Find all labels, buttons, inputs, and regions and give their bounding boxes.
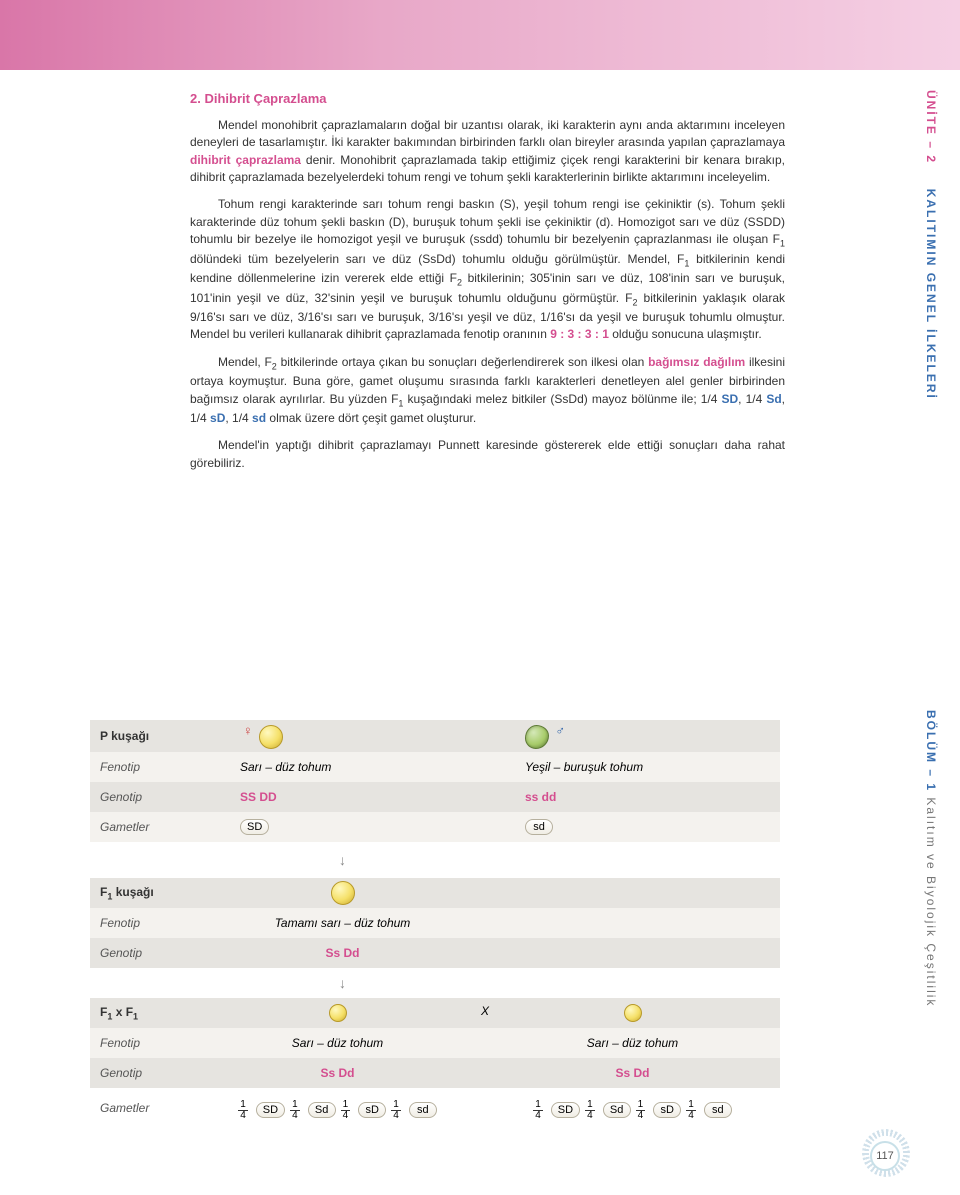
pea-yellow-icon bbox=[259, 725, 283, 749]
header-band bbox=[0, 0, 960, 70]
p-parent-2: ♂ bbox=[485, 723, 770, 749]
arrow-icon: ↓ bbox=[200, 852, 485, 868]
paragraph-3: Mendel, F2 bitkilerinde ortaya çıkan bu … bbox=[190, 354, 785, 428]
cross-symbol: X bbox=[475, 1004, 495, 1022]
gamete-SD: SD bbox=[240, 819, 269, 835]
pea-yellow-icon bbox=[624, 1004, 642, 1022]
page-number: 117 bbox=[870, 1141, 900, 1171]
p-pheno-2: Yeşil – buruşuk tohum bbox=[485, 760, 770, 774]
paragraph-1: Mendel monohibrit çaprazlamaların doğal … bbox=[190, 117, 785, 187]
f1-gen-label: F1 kuşağı bbox=[100, 885, 200, 901]
ratio: 9 : 3 : 3 : 1 bbox=[550, 327, 609, 341]
principles-label: KALITIMIN GENEL İLKELERİ bbox=[924, 189, 938, 400]
p-parent-1: ♀ bbox=[200, 723, 485, 749]
f1xf1-pheno-row: Fenotip Sarı – düz tohum Sarı – düz tohu… bbox=[90, 1028, 780, 1058]
arrow-icon: ↓ bbox=[200, 975, 485, 991]
p-geno-row: Genotip SS DD ss dd bbox=[90, 782, 780, 812]
p-geno-1: SS DD bbox=[200, 790, 485, 804]
p-geno-2: ss dd bbox=[485, 790, 770, 804]
pheno-label: Fenotip bbox=[100, 760, 200, 774]
paragraph-2: Tohum rengi karakterinde sarı tohum reng… bbox=[190, 196, 785, 343]
f1-geno: Ss Dd bbox=[200, 946, 485, 960]
p-pheno-row: Fenotip Sarı – düz tohum Yeşil – buruşuk… bbox=[90, 752, 780, 782]
cross-diagram: P kuşağı ♀ ♂ Fenotip Sarı – düz tohum Ye… bbox=[90, 720, 780, 1124]
pea-yellow-icon bbox=[331, 881, 355, 905]
f1-pea bbox=[200, 881, 485, 905]
f1xf1-row: F1 x F1 X bbox=[90, 998, 780, 1028]
gamete-label: Gametler bbox=[100, 820, 200, 834]
chapter-label: Kalıtım ve Biyolojik Çeşitlilik bbox=[924, 797, 938, 1007]
p-gamete-row: Gametler SD sd bbox=[90, 812, 780, 842]
f1-gen-row: F1 kuşağı bbox=[90, 878, 780, 908]
unit-label: ÜNİTE – 2 bbox=[924, 90, 938, 164]
f1-pheno-row: Fenotip Tamamı sarı – düz tohum bbox=[90, 908, 780, 938]
main-content: 2. Dihibrit Çaprazlama Mendel monohibrit… bbox=[190, 90, 785, 482]
f1-geno-row: Genotip Ss Dd bbox=[90, 938, 780, 968]
f1xf1-geno-row: Genotip Ss Dd Ss Dd bbox=[90, 1058, 780, 1088]
pea-green-icon bbox=[525, 725, 549, 749]
gamete-sd: sd bbox=[525, 819, 553, 835]
male-icon: ♂ bbox=[555, 723, 565, 738]
heading: 2. Dihibrit Çaprazlama bbox=[190, 90, 785, 109]
term-dihibrit: dihibrit çaprazlama bbox=[190, 153, 301, 167]
side-label-bottom: BÖLÜM – 1 Kalıtım ve Biyolojik Çeşitlili… bbox=[924, 710, 938, 1007]
geno-label: Genotip bbox=[100, 790, 200, 804]
pea-yellow-icon bbox=[329, 1004, 347, 1022]
section-label: BÖLÜM – 1 bbox=[924, 710, 938, 792]
f1-pheno: Tamamı sarı – düz tohum bbox=[200, 916, 485, 930]
female-icon: ♀ bbox=[243, 723, 253, 738]
paragraph-4: Mendel'in yaptığı dihibrit çaprazlamayı … bbox=[190, 437, 785, 472]
side-label-top: ÜNİTE – 2 KALITIMIN GENEL İLKELERİ bbox=[924, 90, 938, 400]
p-gen-row: P kuşağı ♀ ♂ bbox=[90, 720, 780, 752]
p-pheno-1: Sarı – düz tohum bbox=[200, 760, 485, 774]
final-gamete-row: Gametler 14SD 14Sd 14sD 14sd 14SD 14Sd 1… bbox=[90, 1088, 780, 1124]
p-gen-label: P kuşağı bbox=[100, 729, 200, 743]
term-bagimsiz: bağımsız dağılım bbox=[648, 355, 745, 369]
